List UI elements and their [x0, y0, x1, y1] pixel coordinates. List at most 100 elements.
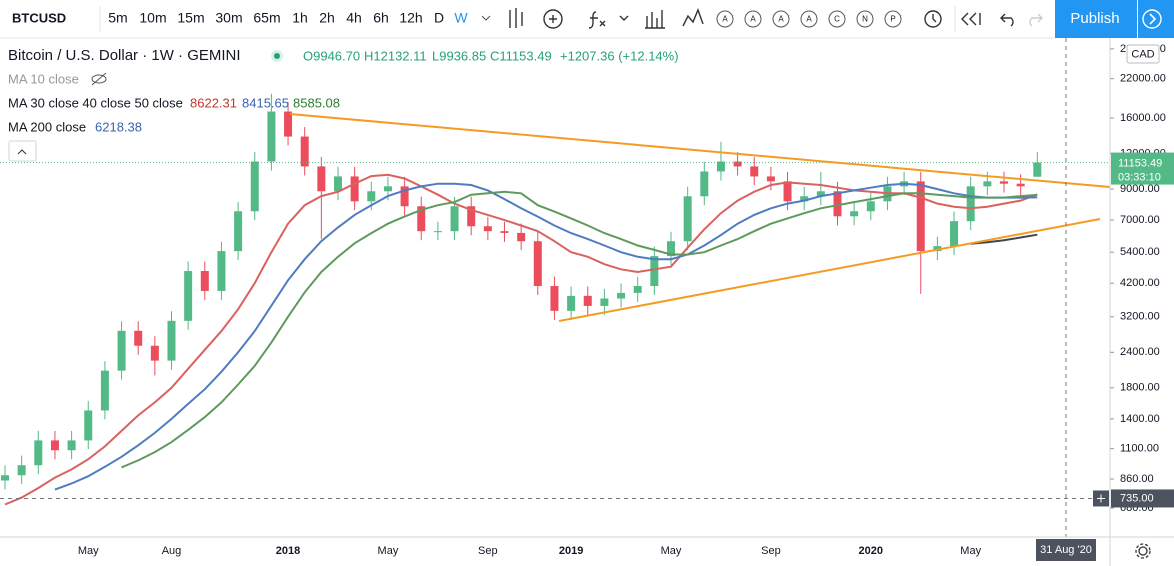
crosshair-date: 31 Aug '20: [1040, 544, 1092, 556]
ma-line: [4, 173, 1038, 506]
candle-body: [533, 241, 542, 287]
candle-body: [833, 191, 842, 217]
last-price: 11153.49: [1118, 157, 1162, 169]
candle-body: [350, 176, 359, 202]
collapse-icon: [17, 149, 27, 155]
alert-icon[interactable]: [924, 10, 942, 28]
interval-button[interactable]: 4h: [346, 10, 362, 26]
candle-body: [983, 181, 992, 187]
ohlc-value: H12132.11: [364, 48, 427, 63]
arrow-icon: [1149, 13, 1157, 25]
publish-button[interactable]: [1055, 0, 1137, 38]
ohlc-value: O9946.70: [303, 48, 360, 63]
x-tick-label: May: [378, 545, 399, 557]
ma-line: [121, 190, 1038, 469]
interval-button[interactable]: D: [434, 10, 444, 26]
candle-body: [517, 232, 526, 242]
candle-body: [217, 251, 226, 291]
dropdown-icon[interactable]: [619, 15, 629, 21]
tool-circle[interactable]: [772, 10, 790, 28]
interval-button[interactable]: 65m: [253, 10, 280, 26]
tool-label: C: [834, 15, 840, 24]
y-tick-label: 2400.00: [1120, 346, 1160, 358]
candle-body: [766, 176, 775, 182]
interval-button[interactable]: 12h: [399, 10, 422, 26]
indicator-value: 8622.31: [190, 95, 237, 110]
undo-icon[interactable]: [1000, 13, 1014, 27]
tool-circle[interactable]: [828, 10, 846, 28]
candle-body: [17, 465, 26, 476]
candle-body: [617, 292, 626, 299]
tool-label: A: [806, 15, 812, 24]
x-tick-label: 2018: [276, 545, 300, 557]
x-tick-label: Sep: [478, 545, 498, 557]
x-tick-label: Sep: [761, 545, 781, 557]
interval-button[interactable]: 15m: [177, 10, 204, 26]
toolbar-icons: [509, 8, 1043, 29]
plus-icon: [1097, 494, 1105, 503]
y-tick-label: 4200.00: [1120, 277, 1160, 289]
x-tick-label: May: [661, 545, 682, 557]
interval-button[interactable]: 1h: [292, 10, 308, 26]
interval-button[interactable]: 5m: [108, 10, 127, 26]
indicator-label: MA 30 close 40 close 50 close: [8, 95, 183, 110]
tool-circle[interactable]: [800, 10, 818, 28]
tool-circle[interactable]: [744, 10, 762, 28]
candle-body: [750, 166, 759, 177]
interval-button[interactable]: 30m: [215, 10, 242, 26]
candle-body: [184, 271, 193, 321]
tool-circle[interactable]: [884, 10, 902, 28]
candle-body: [550, 286, 559, 311]
candle-body: [683, 196, 692, 242]
candle-body: [150, 345, 159, 361]
bars-icon[interactable]: [645, 10, 665, 29]
candle-body: [300, 136, 309, 167]
compare-icon[interactable]: [682, 8, 704, 27]
toolbar-items: 5m 10m 15m 30m 65m 1h 2h 4h 6h 12h D W A A A A C N P: [108, 10, 902, 28]
tool-circle[interactable]: [716, 10, 734, 28]
indicator-value: 8415.65: [242, 95, 289, 110]
add-indicator-icon[interactable]: [543, 9, 563, 29]
redo-icon[interactable]: [1029, 13, 1043, 27]
ma-line: [970, 233, 1038, 245]
candle-body: [1000, 181, 1008, 184]
candle-body: [267, 111, 276, 162]
y-tick-label: 1800.00: [1120, 382, 1160, 394]
interval-button[interactable]: 10m: [139, 10, 166, 26]
settings-icon[interactable]: [1135, 543, 1151, 559]
candle-body: [483, 226, 492, 232]
countdown: 03:33:10: [1118, 171, 1161, 183]
y-tick-label: 22000.00: [1120, 73, 1166, 85]
ohlc-value: C11153.49: [490, 48, 552, 63]
candle-icon[interactable]: [509, 8, 523, 28]
interval-button[interactable]: W: [454, 10, 468, 26]
candle-body: [500, 231, 509, 233]
replay-icon[interactable]: [961, 12, 981, 26]
crosshair-date-badge: [1036, 539, 1096, 561]
symbol[interactable]: BTCUSD: [12, 10, 66, 25]
candle-body: [317, 166, 326, 192]
indicator-label: MA 10 close: [8, 71, 79, 86]
candle-body: [50, 440, 59, 451]
candle-body: [800, 196, 809, 202]
candle-body: [866, 201, 875, 212]
fx-icon[interactable]: [588, 11, 606, 29]
dropdown-icon[interactable]: [481, 15, 491, 21]
interval-button[interactable]: 6h: [373, 10, 389, 26]
tool-circle[interactable]: [856, 10, 874, 28]
legend: O9946.70 H12132.11 L9936.85 C11153.49 +1207.…: [303, 48, 679, 63]
candle-body: [334, 176, 342, 192]
publish-label: Publish: [1070, 10, 1119, 27]
y-tick-label: 1100.00: [1120, 443, 1159, 455]
interval-button[interactable]: 2h: [319, 10, 335, 26]
candle-body: [783, 181, 792, 202]
candle-body: [117, 330, 126, 371]
hidden-icon[interactable]: [91, 72, 107, 86]
candle-body: [383, 186, 392, 192]
tool-label: A: [778, 15, 784, 24]
candle-body: [633, 286, 642, 293]
trend-line: [558, 218, 1101, 322]
candle-body: [933, 246, 942, 252]
y-tick-label: 860.00: [1120, 473, 1154, 485]
